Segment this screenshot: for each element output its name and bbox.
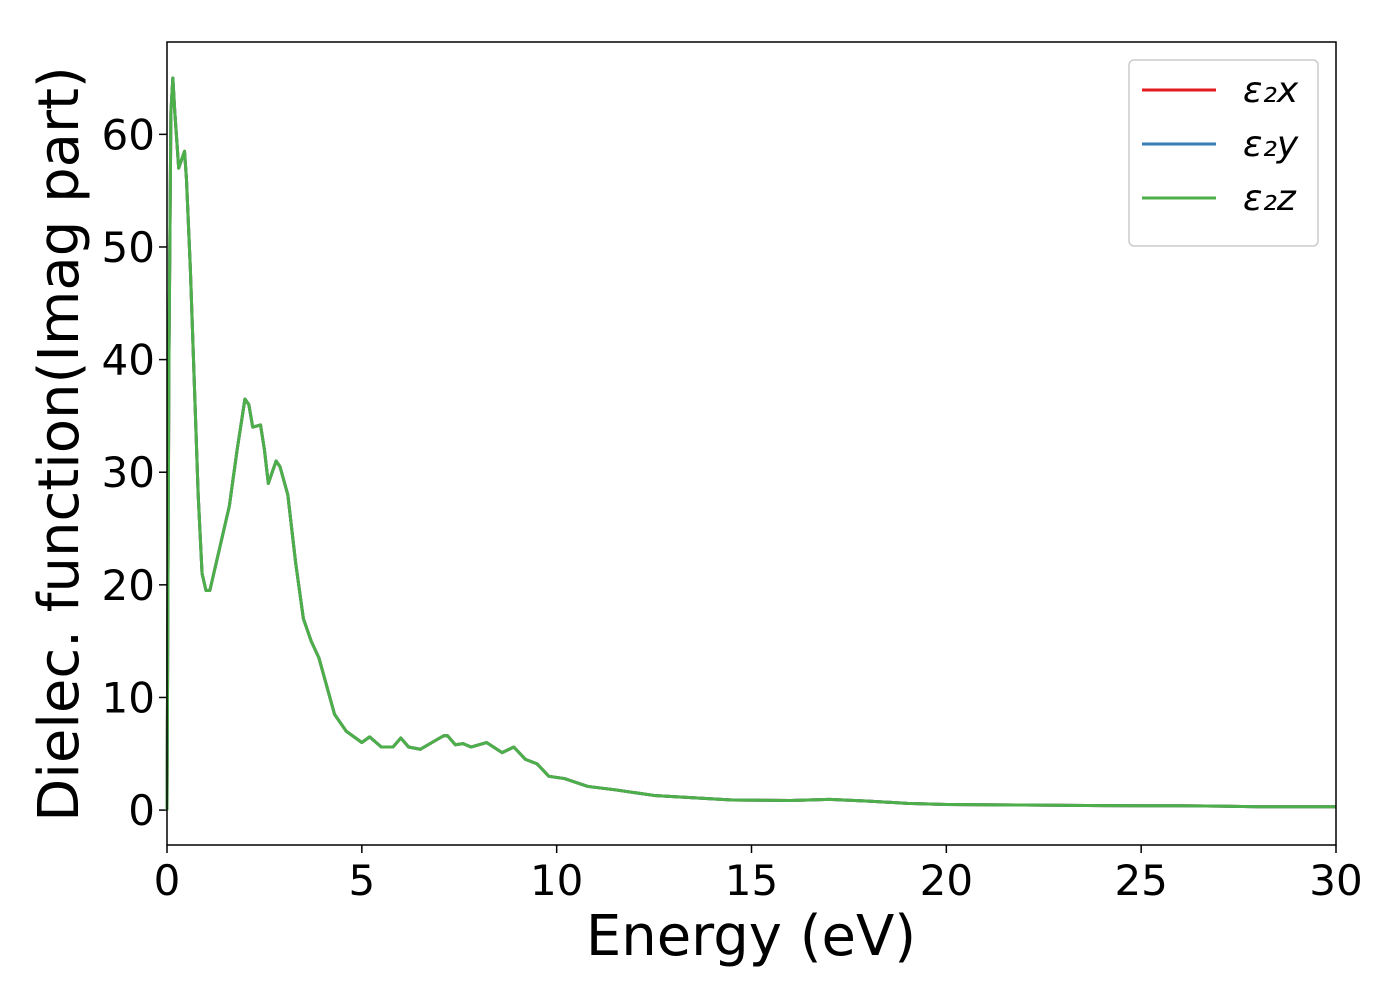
x-axis-label: Energy (eV) <box>586 904 916 969</box>
x-tick-label: 30 <box>1309 856 1362 905</box>
x-tick-label: 25 <box>1114 856 1167 905</box>
legend-label: ε₂z <box>1243 178 1297 219</box>
legend-label: ε₂x <box>1243 70 1299 111</box>
y-tick-label: 60 <box>102 110 155 159</box>
plot-frame <box>166 41 1337 846</box>
x-tick-label: 5 <box>348 856 375 905</box>
y-tick-label: 10 <box>102 673 155 722</box>
x-tick-label: 20 <box>920 856 973 905</box>
y-tick-label: 30 <box>102 448 155 497</box>
x-tick-label: 10 <box>530 856 583 905</box>
y-axis-label: Dielec. function(Imag part) <box>27 66 92 822</box>
legend-label: ε₂y <box>1243 124 1299 165</box>
y-tick-label: 40 <box>102 336 155 385</box>
y-tick-label: 20 <box>102 561 155 610</box>
series-line <box>165 76 1336 811</box>
y-tick-label: 50 <box>102 223 155 272</box>
x-tick-label: 15 <box>725 856 778 905</box>
y-tick-label: 0 <box>128 786 155 835</box>
x-tick-label: 0 <box>154 856 181 905</box>
